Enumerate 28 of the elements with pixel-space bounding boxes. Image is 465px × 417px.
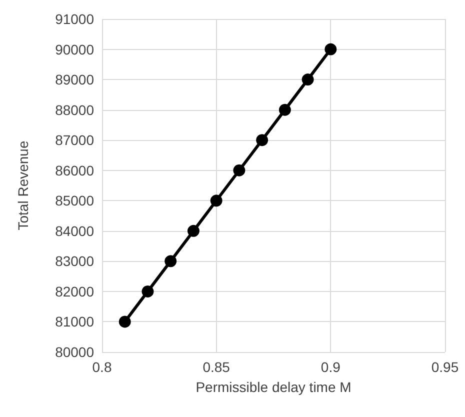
point — [187, 224, 200, 237]
y-tick-label: 88000 — [55, 102, 94, 118]
point — [233, 164, 246, 176]
y-tick-label: 90000 — [55, 41, 94, 58]
y-tick-label: 89000 — [55, 72, 94, 88]
point — [302, 74, 314, 86]
point — [118, 316, 131, 328]
point — [164, 255, 177, 268]
y-tick-label: 85000 — [55, 192, 94, 209]
y-tick-label: 80000 — [55, 344, 94, 360]
y-tick-label: 91000 — [55, 11, 94, 27]
y-tick-label: 86000 — [55, 162, 94, 178]
x-axis-title: Permissible delay time M — [196, 379, 352, 395]
x-tick-label: 0.85 — [202, 359, 230, 375]
y-tick-label: 81000 — [55, 314, 94, 330]
x-tick-label: 0.9 — [320, 359, 341, 375]
y-tick-label: 84000 — [55, 222, 94, 239]
point — [278, 104, 291, 116]
point — [142, 285, 154, 298]
x-tick-label: 0.95 — [431, 359, 459, 375]
y-tick-label: 82000 — [55, 283, 94, 300]
point — [324, 43, 337, 56]
point — [256, 134, 268, 146]
y-tick-label: 83000 — [55, 253, 94, 270]
x-tick-label: 0.8 — [92, 359, 112, 375]
y-axis-title: Total Revenue — [15, 140, 31, 230]
y-tick-label: 87000 — [55, 132, 94, 148]
point — [210, 194, 222, 207]
